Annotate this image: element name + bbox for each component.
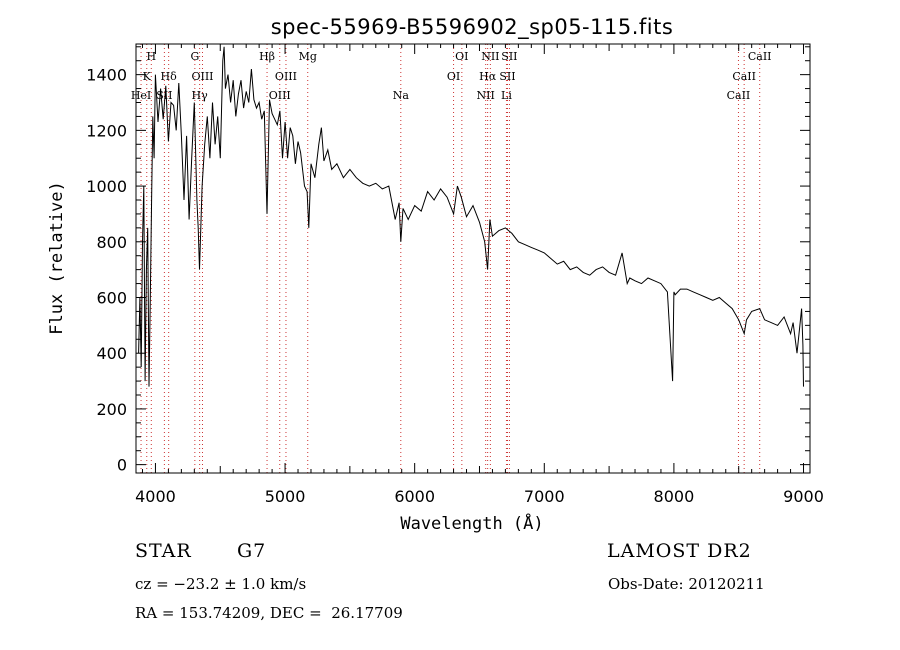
line-markers — [140, 44, 761, 473]
line-marker-label: Hβ — [259, 50, 275, 63]
line-marker-label: OIII — [191, 70, 213, 83]
line-marker-label: SII — [501, 50, 517, 63]
spectrum-chart: HeIKHSIIHδGHγOIIIHβOIIIOIIIMgNaOIOINIIHα… — [47, 15, 824, 534]
y-axis-ticks: 0 200 400 600 800 1000 1200 1400 — [86, 46, 810, 475]
y-tick-label: 400 — [96, 344, 127, 363]
x-tick-label: 5000 — [265, 487, 306, 506]
observation-date: Obs-Date: 20120211 — [608, 575, 765, 593]
line-marker-label: HeI — [131, 89, 151, 102]
spectrum-line — [138, 46, 804, 387]
x-axis-label: Wavelength (Å) — [400, 512, 543, 534]
line-marker-label: Na — [393, 89, 410, 102]
line-marker-label: NII — [477, 89, 495, 102]
line-marker-label: K — [143, 70, 152, 83]
line-marker-label: Hδ — [161, 70, 178, 83]
chart-title: spec-55969-B5596902_sp05-115.fits — [271, 15, 674, 40]
y-axis-label: Flux (relative) — [47, 181, 67, 335]
line-marker-label: CaII — [732, 70, 756, 83]
x-tick-label: 9000 — [783, 487, 824, 506]
sky-coordinates: RA = 153.74209, DEC = 26.17709 — [135, 604, 403, 622]
y-tick-label: 1200 — [86, 121, 127, 140]
x-tick-label: 7000 — [524, 487, 565, 506]
line-marker-label: OIII — [269, 89, 291, 102]
y-tick-label: 1400 — [86, 66, 127, 85]
line-marker-label: SII — [499, 70, 515, 83]
x-tick-label: 6000 — [394, 487, 435, 506]
line-marker-label: Hα — [479, 70, 497, 83]
object-class: STAR — [135, 540, 192, 562]
y-tick-label: 600 — [96, 289, 127, 308]
plot-frame — [135, 43, 811, 474]
y-tick-label: 0 — [117, 456, 127, 475]
line-marker-label: CaII — [727, 89, 751, 102]
line-marker-label: OI — [447, 70, 460, 83]
x-axis-ticks: 4000 5000 6000 7000 8000 9000 — [135, 44, 824, 506]
y-tick-label: 200 — [96, 400, 127, 419]
line-marker-label: Mg — [299, 50, 317, 63]
line-marker-label: OI — [455, 50, 468, 63]
object-subclass: G7 — [237, 540, 267, 562]
y-tick-label: 800 — [96, 233, 127, 252]
x-tick-label: 4000 — [135, 487, 176, 506]
line-marker-label: CaII — [748, 50, 772, 63]
line-marker-label: H — [146, 50, 156, 63]
line-marker-label: NII — [481, 50, 499, 63]
x-tick-label: 8000 — [654, 487, 695, 506]
line-marker-label: Li — [501, 89, 512, 102]
y-tick-label: 1000 — [86, 177, 127, 196]
line-marker-label: Hγ — [192, 89, 209, 102]
survey-name: LAMOST DR2 — [607, 540, 752, 562]
line-marker-labels: HeIKHSIIHδGHγOIIIHβOIIIOIIIMgNaOIOINIIHα… — [131, 50, 772, 102]
line-marker-label: G — [190, 50, 199, 63]
redshift-velocity: cz = −23.2 ± 1.0 km/s — [135, 575, 307, 593]
line-marker-label: OIII — [275, 70, 297, 83]
